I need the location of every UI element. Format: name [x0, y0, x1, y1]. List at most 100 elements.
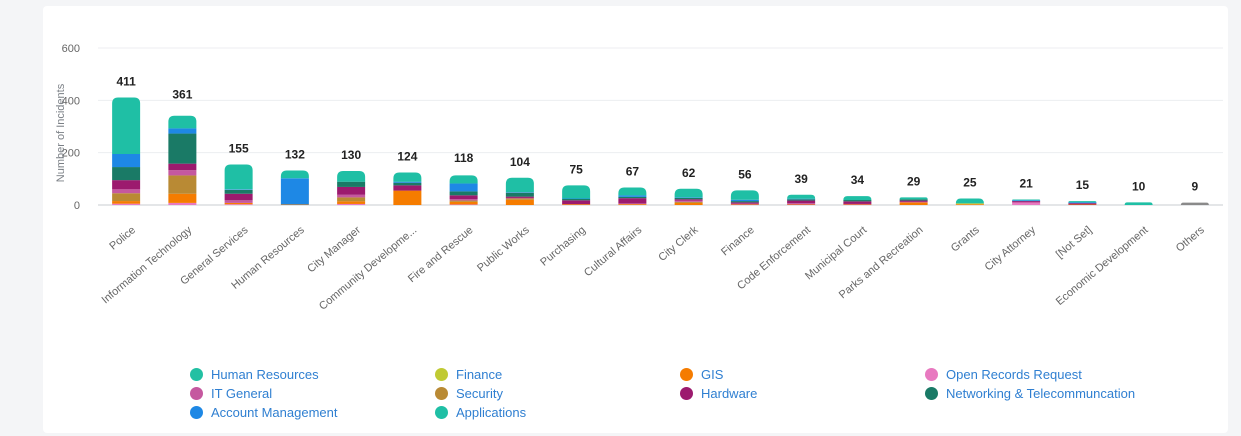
bar-segment: [787, 194, 816, 199]
x-tick-label: Cultural Affairs: [582, 224, 645, 279]
bar-segment: [112, 193, 141, 202]
y-tick-label: 400: [62, 95, 80, 107]
bar-segment: [337, 186, 366, 195]
bar-segment: [730, 199, 759, 202]
legend-item[interactable]: Security: [435, 385, 680, 402]
legend-label: Networking & Telecommuncation: [946, 386, 1136, 401]
bar-segment: [899, 201, 928, 203]
bar-segment: [449, 200, 478, 202]
x-tick-label: Community Developme...: [317, 224, 419, 313]
bar-segment: [337, 194, 366, 198]
bar-segment: [730, 203, 759, 205]
bar-segment: [168, 193, 197, 203]
bar-total-label: 29: [907, 174, 921, 188]
legend-label: Human Resources: [211, 367, 319, 382]
bar-segment: [112, 203, 141, 205]
bar-segment: [449, 191, 478, 196]
bar-total-label: 56: [738, 167, 752, 181]
x-tick-label: City Attorney: [983, 224, 1039, 274]
bar-segment: [337, 203, 366, 205]
chart-legend: Human Resources Finance GIS Open Records Re…: [190, 366, 1241, 421]
bar-segment: [843, 200, 872, 202]
bar-total-label: 75: [569, 162, 583, 176]
x-tick-label: [Not Set]: [1054, 224, 1094, 261]
legend-item[interactable]: Account Management: [190, 404, 435, 421]
bar-segment: [505, 177, 534, 193]
legend-item[interactable]: IT General: [190, 385, 435, 402]
bar-segment: [337, 197, 366, 202]
bar-segment: [224, 189, 253, 190]
x-tick-label: Purchasing: [538, 224, 588, 269]
x-tick-label: City Manager: [305, 224, 363, 275]
y-tick-label: 0: [74, 200, 80, 212]
bar-segment: [843, 201, 872, 204]
bar-segment: [1124, 202, 1153, 205]
bar-segment: [1012, 199, 1041, 201]
bar-segment: [112, 167, 141, 181]
legend-swatch: [435, 406, 448, 419]
legend-item[interactable]: Human Resources: [190, 366, 435, 383]
bar-segment: [337, 181, 366, 187]
bar-segment: [674, 197, 703, 198]
x-tick-label: Grants: [949, 224, 982, 255]
bar-segment: [1068, 204, 1097, 205]
bar-segment: [168, 133, 197, 164]
bar-segment: [505, 198, 534, 200]
bar-segment: [899, 202, 928, 205]
bar-segment: [168, 128, 197, 134]
bar-segment: [112, 201, 141, 204]
x-tick-label: Information Technology: [100, 224, 195, 306]
bar-segment: [730, 201, 759, 203]
legend-label: IT General: [211, 386, 273, 401]
bar-segment: [224, 193, 253, 201]
bar-segment: [393, 181, 422, 183]
legend-item[interactable]: Applications: [435, 404, 680, 421]
bar-segment: [224, 189, 253, 194]
x-tick-label: Public Works: [475, 224, 532, 275]
legend-item[interactable]: GIS: [680, 366, 925, 383]
legend-item[interactable]: Hardware: [680, 385, 925, 402]
bar-segment: [393, 185, 422, 191]
bar-segment: [112, 189, 141, 194]
legend-label: Finance: [456, 367, 503, 382]
bar-segment: [224, 202, 253, 205]
bar-segment: [562, 185, 591, 199]
bar-segment: [618, 187, 647, 196]
bar-segment: [955, 204, 984, 205]
bar-segment: [1012, 201, 1041, 203]
bar-segment: [112, 97, 141, 154]
legend-item[interactable]: Open Records Request: [925, 366, 1225, 383]
bar-segment: [787, 200, 816, 204]
bar-segment: [1012, 200, 1041, 202]
legend-item[interactable]: Networking & Telecommuncation: [925, 385, 1225, 402]
bar-segment: [787, 198, 816, 200]
bar-segment: [562, 200, 591, 205]
bar-segment: [787, 204, 816, 205]
legend-swatch: [925, 387, 938, 400]
bar-segment: [955, 203, 984, 205]
bar-segment: [505, 196, 534, 198]
bar-total-label: 21: [1019, 177, 1033, 191]
chart-card: 0 200 400 600 411 Police 361 Information Techno…: [43, 6, 1228, 433]
bar-segment: [843, 204, 872, 205]
legend-label: Applications: [456, 405, 527, 420]
bar-segment: [1012, 202, 1041, 205]
bar-segment: [730, 204, 759, 205]
x-tick-label: Economic Development: [1054, 224, 1151, 308]
bar-total-label: 411: [116, 74, 136, 88]
bar-total-label: 39: [794, 172, 808, 186]
legend-swatch: [190, 368, 203, 381]
bar-segment: [674, 200, 703, 202]
bar-segment: [505, 197, 534, 199]
legend-label: Hardware: [701, 386, 758, 401]
legend-item[interactable]: Finance: [435, 366, 680, 383]
bar-segment: [112, 180, 141, 190]
bar-segment: [505, 199, 534, 205]
bar-total-label: 155: [229, 141, 249, 155]
bar-segment: [280, 178, 309, 205]
bar-segment: [899, 197, 928, 200]
bar-segment: [168, 163, 197, 171]
bar-segment: [1068, 203, 1097, 205]
bar-segment: [224, 200, 253, 203]
bar-segment: [168, 202, 197, 205]
